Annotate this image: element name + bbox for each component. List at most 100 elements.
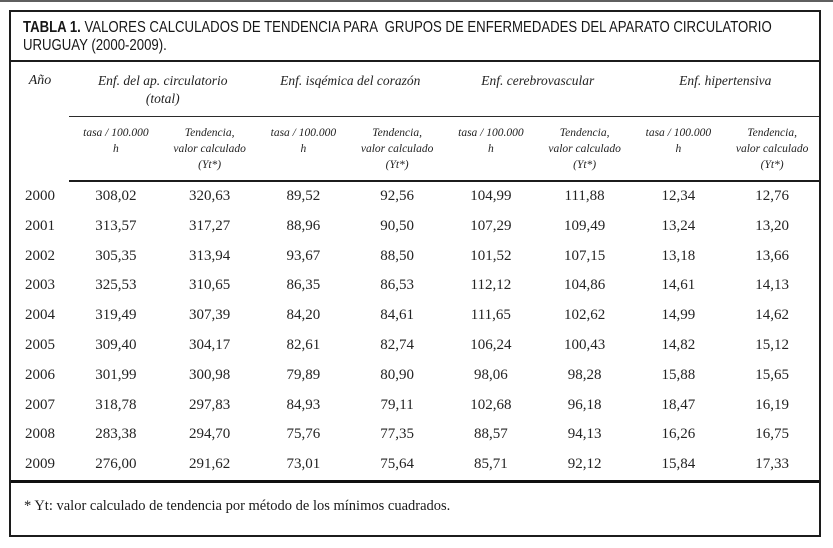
value-cell: 88,57	[474, 426, 508, 443]
year-cell: 2002	[25, 247, 55, 264]
value-cell: 13,24	[661, 217, 696, 234]
value-cell: 301,99	[95, 366, 137, 383]
table-row: 2004 319,49 307,39 84,20 84,61 111,65 10…	[11, 301, 819, 331]
year-cell: 2005	[25, 336, 55, 353]
value-cell: 297,83	[189, 396, 231, 413]
year-cell: 2006	[25, 366, 55, 383]
table-row: 2002 305,35 313,94 93,67 88,50 101,52 10…	[11, 241, 819, 271]
value-cell: 102,62	[564, 307, 606, 324]
value-cell: 13,66	[755, 247, 789, 264]
value-cell: 17,33	[725, 449, 819, 483]
table-title-caption: VALORES CALCULADOS DE TENDENCIA PARA GRU…	[23, 19, 776, 54]
value-cell: 318,78	[95, 396, 137, 413]
value-cell: 14,61	[661, 277, 696, 294]
measure-column-header: Tendencia, valor calculado (Yt*)	[350, 116, 444, 182]
table-body: 2000 308,02 320,63 89,52 92,56 104,99 11…	[11, 181, 819, 483]
table-row: 2000 308,02 320,63 89,52 92,56 104,99 11…	[11, 181, 819, 212]
value-cell: 75,76	[286, 426, 321, 443]
year-column-header: Año	[28, 73, 52, 88]
value-cell: 96,18	[567, 396, 602, 413]
value-cell: 84,20	[286, 307, 321, 324]
value-cell: 98,28	[567, 366, 602, 383]
group-header-row: Año Enf. del ap. circulatorio (total) En…	[11, 62, 819, 117]
disease-group-header: Enf. hipertensiva	[631, 62, 819, 117]
table-row: 2001 313,57 317,27 88,96 90,50 107,29 10…	[11, 211, 819, 241]
value-cell: 16,75	[755, 426, 789, 443]
value-cell: 77,35	[380, 426, 414, 443]
value-cell: 86,53	[380, 277, 414, 294]
value-cell: 102,68	[470, 396, 512, 413]
value-cell: 14,13	[755, 277, 789, 294]
value-cell: 319,49	[95, 307, 137, 324]
value-cell: 307,39	[189, 307, 231, 324]
value-cell: 98,06	[474, 366, 508, 383]
value-cell: 18,47	[661, 396, 696, 413]
value-cell: 15,84	[631, 449, 726, 483]
value-cell: 80,90	[380, 366, 414, 383]
value-cell: 317,27	[189, 217, 231, 234]
table-row: 2003 325,53 310,65 86,35 86,53 112,12 10…	[11, 271, 819, 301]
measure-column-header: tasa / 100.000 h	[631, 116, 726, 182]
table-header: Año Enf. del ap. circulatorio (total) En…	[11, 62, 819, 182]
value-cell: 73,01	[256, 449, 351, 483]
value-cell: 112,12	[470, 277, 512, 294]
year-cell: 2007	[25, 396, 55, 413]
value-cell: 82,61	[286, 336, 321, 353]
value-cell: 82,74	[380, 336, 414, 353]
value-cell: 13,18	[661, 247, 696, 264]
year-cell: 2004	[25, 307, 55, 324]
value-cell: 106,24	[470, 336, 512, 353]
value-cell: 94,13	[567, 426, 602, 443]
value-cell: 79,11	[380, 396, 414, 413]
value-cell: 88,96	[286, 217, 321, 234]
value-cell: 309,40	[95, 336, 137, 353]
value-cell: 79,89	[286, 366, 321, 383]
measure-column-header: tasa / 100.000 h	[444, 116, 538, 182]
value-cell: 84,61	[380, 307, 414, 324]
value-cell: 15,65	[755, 366, 789, 383]
value-cell: 308,02	[95, 188, 137, 204]
year-cell: 2001	[25, 217, 55, 234]
year-cell: 2009	[11, 449, 69, 483]
value-cell: 93,67	[286, 247, 321, 264]
value-cell: 15,88	[661, 366, 696, 383]
value-cell: 305,35	[95, 247, 137, 264]
value-cell: 16,19	[755, 396, 789, 413]
footnote: * Yt: valor calculado de tendencia por m…	[24, 497, 451, 514]
value-cell: 291,62	[162, 449, 257, 483]
value-cell: 283,38	[95, 426, 137, 443]
value-cell: 294,70	[189, 426, 231, 443]
table-row: 2005 309,40 304,17 82,61 82,74 106,24 10…	[11, 331, 819, 361]
page-top-edge-line	[0, 0, 833, 2]
value-cell: 104,99	[470, 188, 512, 204]
table-frame: TABLA 1. VALORES CALCULADOS DE TENDENCIA…	[9, 10, 821, 537]
measure-column-header: Tendencia, valor calculado (Yt*)	[162, 116, 257, 182]
value-cell: 304,17	[189, 336, 231, 353]
value-cell: 12,76	[755, 188, 789, 204]
value-cell: 12,34	[661, 188, 696, 204]
table-row: 2007 318,78 297,83 84,93 79,11 102,68 96…	[11, 390, 819, 420]
measure-column-header: Tendencia, valor calculado (Yt*)	[725, 116, 819, 182]
value-cell: 84,93	[286, 396, 321, 413]
value-cell: 89,52	[286, 188, 321, 204]
value-cell: 13,20	[755, 217, 789, 234]
value-cell: 111,65	[470, 307, 511, 324]
sub-header-row: tasa / 100.000 h Tendencia, valor calcul…	[11, 116, 819, 182]
year-cell: 2008	[25, 426, 55, 443]
value-cell: 325,53	[95, 277, 137, 294]
value-cell: 320,63	[189, 188, 231, 204]
value-cell: 104,86	[564, 277, 606, 294]
year-cell: 2000	[25, 187, 55, 204]
value-cell: 90,50	[380, 217, 414, 234]
table-row: 2008 283,38 294,70 75,76 77,35 88,57 94,…	[11, 420, 819, 450]
measure-column-header: tasa / 100.000 h	[69, 116, 163, 182]
value-cell: 88,50	[380, 247, 414, 264]
value-cell: 92,12	[537, 449, 632, 483]
value-cell: 14,99	[661, 307, 696, 324]
value-cell: 15,12	[755, 336, 789, 353]
value-cell: 92,56	[380, 188, 414, 204]
value-cell: 107,29	[470, 217, 512, 234]
value-cell: 75,64	[350, 449, 444, 483]
table-number-label: TABLA 1.	[23, 19, 81, 36]
value-cell: 313,57	[95, 217, 137, 234]
